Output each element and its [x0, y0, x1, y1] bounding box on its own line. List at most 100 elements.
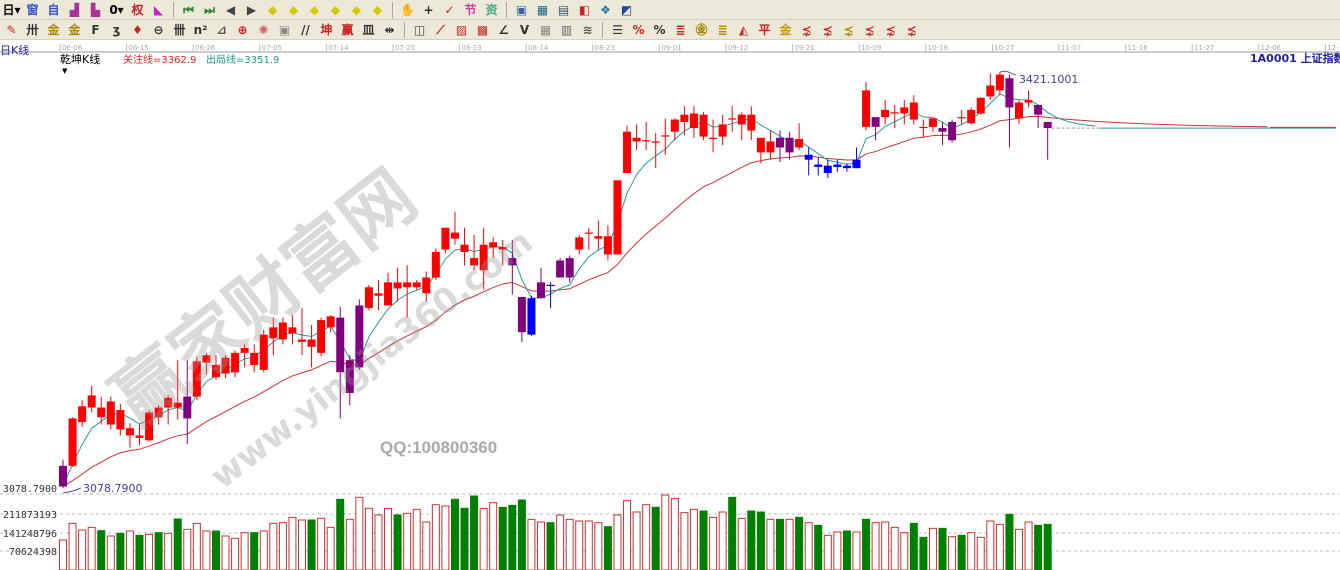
zoom-expand-button[interactable]: ◆	[305, 1, 324, 19]
gradient-triangle-button[interactable]: ◣	[149, 1, 168, 19]
angle-line-button[interactable]: ∠	[494, 21, 513, 39]
calculator-button[interactable]: ▦	[533, 1, 552, 19]
gold-lines-button[interactable]: ≣	[713, 21, 732, 39]
qian-button[interactable]: 赢	[338, 21, 357, 39]
fan-button[interactable]: ⟋	[431, 21, 450, 39]
candle-body	[250, 352, 259, 366]
gold-line2-button[interactable]: 金	[65, 21, 84, 39]
percent-button[interactable]: %	[650, 21, 669, 39]
ping-button[interactable]: 平	[755, 21, 774, 39]
zoom-left-button[interactable]: ◆	[263, 1, 282, 19]
cost-button[interactable]: ◭	[734, 21, 753, 39]
volume-bar-down	[938, 527, 947, 570]
gold-line-button[interactable]: 金	[44, 21, 63, 39]
network-button[interactable]: ❖	[596, 1, 615, 19]
fan5-button[interactable]: ⋨	[881, 21, 900, 39]
gold-coin-button[interactable]: ㊎	[692, 21, 711, 39]
zoom-shrink-button[interactable]: ◆	[326, 1, 345, 19]
crosshair-button[interactable]: +	[419, 1, 438, 19]
percent-k-button[interactable]: %	[629, 21, 648, 39]
indicator-dropdown-icon[interactable]: ▼	[62, 67, 68, 75]
candle-body	[269, 327, 278, 339]
lines-button[interactable]: 卌	[170, 21, 189, 39]
table-button[interactable]: ▦	[536, 21, 555, 39]
percent-lines-button[interactable]: ≣	[671, 21, 690, 39]
auto-button[interactable]: 自	[44, 1, 63, 19]
candle-body	[135, 435, 144, 438]
hatch2-button[interactable]: ▩	[473, 21, 492, 39]
date-tick-label: 10-18	[928, 44, 948, 52]
bars-button[interactable]: 皿	[359, 21, 378, 39]
stairs-down-button[interactable]: ▙	[86, 1, 105, 19]
n2-button[interactable]: n²	[191, 21, 210, 39]
table2-button[interactable]: ▥	[557, 21, 576, 39]
angle-icon: ⊿	[216, 22, 227, 37]
hatch-button[interactable]: ▨	[452, 21, 471, 39]
v-button[interactable]: V	[515, 21, 534, 39]
marker-button[interactable]: ♦	[128, 21, 147, 39]
volume-bar-up	[78, 529, 87, 570]
draw-icon: ✓	[444, 2, 455, 17]
window-button[interactable]: 窗	[23, 1, 42, 19]
angle-button[interactable]: ⊿	[212, 21, 231, 39]
fan2-button[interactable]: ⋨	[818, 21, 837, 39]
pen-button[interactable]: ✎	[2, 21, 21, 39]
fan3-button[interactable]: ⋨	[839, 21, 858, 39]
list-button[interactable]: ☰	[608, 21, 627, 39]
notes-button[interactable]: ▤	[554, 1, 573, 19]
zoom-right-button[interactable]: ◆	[284, 1, 303, 19]
stairs-up-button[interactable]: ▟	[65, 1, 84, 19]
prev-button[interactable]: ◀	[221, 1, 240, 19]
period-dropdown-button[interactable]: 日▾	[2, 1, 21, 19]
volume-bar-up	[125, 530, 134, 570]
volume-bar-down	[1005, 513, 1014, 570]
calculator-icon: ▦	[536, 2, 549, 17]
info-button[interactable]: 资	[482, 1, 501, 19]
wave-icon: ʒ	[112, 22, 121, 37]
volume-bar-up	[431, 504, 440, 570]
split-button[interactable]: ⇹	[380, 21, 399, 39]
calendar-button[interactable]: ▣	[512, 1, 531, 19]
rect-button[interactable]: ◫	[410, 21, 429, 39]
star-button[interactable]: ✺	[254, 21, 273, 39]
next-button[interactable]: ▶	[242, 1, 261, 19]
wave-button[interactable]: ʒ	[107, 21, 126, 39]
zoom-in-button[interactable]: ◆	[347, 1, 366, 19]
target-button[interactable]: ⊕	[233, 21, 252, 39]
zero-dropdown-button[interactable]: 0▾	[107, 1, 126, 19]
festival-button[interactable]: 节	[461, 1, 480, 19]
period-label[interactable]: 日K线	[0, 44, 30, 57]
fib-icon: F	[91, 22, 100, 37]
volume-bar-up	[575, 520, 584, 570]
multi-line-icon: ≋	[582, 22, 593, 37]
parallel-button[interactable]: //	[296, 21, 315, 39]
volume-bar-up	[661, 494, 670, 570]
fan5-icon: ⋨	[885, 22, 896, 37]
volume-bar-up	[967, 532, 976, 570]
first-button[interactable]: ⏮	[179, 1, 198, 19]
volume-bar-up	[995, 523, 1004, 570]
fib-button[interactable]: F	[86, 21, 105, 39]
kline-chart[interactable]: 06-06 06-15 06-26 07-05 07-14 07-25 08-03 08-14…	[0, 40, 1340, 570]
date-tick-label: 08-03	[461, 44, 481, 52]
fan4-button[interactable]: ⋨	[860, 21, 879, 39]
fan6-button[interactable]: ⋨	[902, 21, 921, 39]
grid-button[interactable]: 卅	[23, 21, 42, 39]
fan1-button[interactable]: ⋨	[797, 21, 816, 39]
rights-button[interactable]: 权	[128, 1, 147, 19]
multi-line-button[interactable]: ≋	[578, 21, 597, 39]
last-button[interactable]: ⏭	[200, 1, 219, 19]
angle-line-icon: ∠	[498, 22, 509, 37]
volume-bar-up	[192, 522, 201, 570]
circle-button[interactable]: ⊖	[149, 21, 168, 39]
draw-button[interactable]: ✓	[440, 1, 459, 19]
connect-button[interactable]: ◩	[617, 1, 636, 19]
jin-button[interactable]: 金	[776, 21, 795, 39]
box-button[interactable]: ▣	[275, 21, 294, 39]
crosshair-icon: +	[423, 2, 434, 17]
zoom-out-button[interactable]: ◆	[368, 1, 387, 19]
save-button[interactable]: ◧	[575, 1, 594, 19]
hand-button[interactable]: ✋	[398, 1, 417, 19]
indicator-name[interactable]: 乾坤K线	[60, 53, 101, 66]
kun-button[interactable]: 坤	[317, 21, 336, 39]
